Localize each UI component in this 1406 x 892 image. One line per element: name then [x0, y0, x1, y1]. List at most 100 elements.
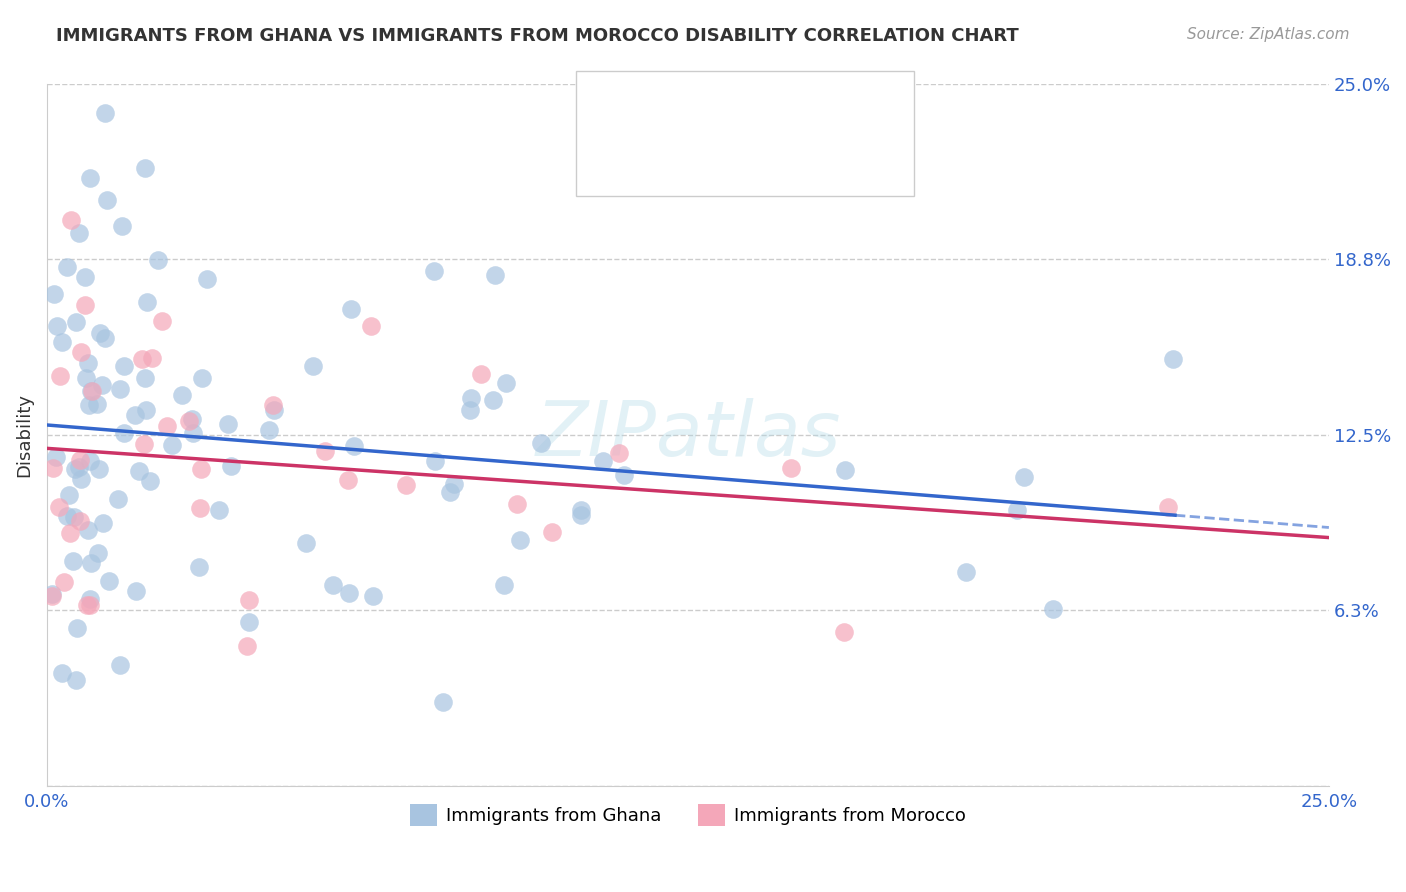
Point — [55, 509, 77, 524]
Point — [146, 252, 169, 267]
Point — [94, 105, 117, 120]
Point — [322, 578, 344, 592]
Point — [62, 510, 84, 524]
Point — [530, 436, 553, 450]
Point — [343, 439, 366, 453]
Point — [832, 624, 855, 639]
Point — [91, 516, 114, 531]
Point — [470, 367, 492, 381]
Point — [112, 359, 135, 374]
Point — [76, 598, 98, 612]
Legend: Immigrants from Ghana, Immigrants from Morocco: Immigrants from Ghana, Immigrants from M… — [404, 797, 973, 834]
Point — [75, 269, 97, 284]
Point — [779, 460, 801, 475]
Point — [238, 615, 260, 629]
Point — [69, 514, 91, 528]
Text: IMMIGRANTS FROM GHANA VS IMMIGRANTS FROM MOROCCO DISABILITY CORRELATION CHART: IMMIGRANTS FROM GHANA VS IMMIGRANTS FROM… — [56, 27, 1019, 45]
Point — [112, 425, 135, 440]
Text: 96: 96 — [792, 105, 817, 123]
Point — [48, 369, 70, 384]
Point — [337, 473, 360, 487]
Point — [44, 287, 66, 301]
Point — [236, 639, 259, 653]
Point — [63, 462, 86, 476]
Point — [59, 526, 82, 541]
Point — [131, 351, 153, 366]
Point — [90, 378, 112, 392]
Point — [219, 459, 242, 474]
Point — [139, 474, 162, 488]
Text: N =: N = — [756, 105, 796, 123]
Point — [592, 454, 614, 468]
Point — [97, 574, 120, 589]
Point — [1042, 602, 1064, 616]
Text: R =: R = — [647, 105, 686, 123]
Point — [263, 403, 285, 417]
Point — [89, 462, 111, 476]
Point — [495, 376, 517, 390]
Point — [177, 414, 200, 428]
Point — [361, 589, 384, 603]
Point — [58, 488, 80, 502]
Text: 36: 36 — [792, 150, 817, 168]
Point — [128, 464, 150, 478]
Point — [1157, 500, 1180, 515]
Point — [314, 444, 336, 458]
Point — [62, 554, 84, 568]
Point — [69, 452, 91, 467]
Point — [190, 371, 212, 385]
Point — [79, 599, 101, 613]
Y-axis label: Disability: Disability — [15, 393, 32, 477]
Point — [59, 213, 82, 227]
Point — [134, 161, 156, 176]
Point — [432, 695, 454, 709]
Text: ZIPatlas: ZIPatlas — [536, 399, 841, 473]
Point — [170, 388, 193, 402]
Point — [156, 418, 179, 433]
Point — [509, 533, 531, 548]
Point — [42, 460, 65, 475]
Point — [505, 497, 527, 511]
Point — [79, 171, 101, 186]
Point — [52, 574, 75, 589]
Point — [443, 477, 465, 491]
Point — [67, 226, 90, 240]
Point — [132, 437, 155, 451]
Point — [107, 491, 129, 506]
Point — [86, 397, 108, 411]
Point — [395, 478, 418, 492]
Point — [56, 260, 79, 274]
Point — [94, 331, 117, 345]
Text: R =: R = — [647, 150, 686, 168]
Point — [262, 399, 284, 413]
Text: -0.160: -0.160 — [682, 150, 747, 168]
Point — [135, 402, 157, 417]
Point — [181, 412, 204, 426]
Point — [134, 371, 156, 385]
Point — [609, 445, 631, 459]
Point — [150, 314, 173, 328]
Point — [190, 462, 212, 476]
Point — [422, 264, 444, 278]
Point — [1012, 470, 1035, 484]
Point — [494, 578, 516, 592]
Point — [439, 485, 461, 500]
Point — [45, 450, 67, 464]
Point — [360, 319, 382, 334]
Point — [79, 454, 101, 468]
Point — [75, 298, 97, 312]
Point — [458, 403, 481, 417]
Point — [460, 391, 482, 405]
Point — [70, 472, 93, 486]
Point — [484, 268, 506, 283]
Point — [1161, 351, 1184, 366]
Point — [66, 621, 89, 635]
Text: -0.159: -0.159 — [682, 105, 747, 123]
Point — [423, 454, 446, 468]
Point — [77, 523, 100, 537]
Point — [65, 673, 87, 688]
Point — [238, 593, 260, 607]
Point — [294, 536, 316, 550]
Point — [108, 657, 131, 672]
Point — [481, 392, 503, 407]
